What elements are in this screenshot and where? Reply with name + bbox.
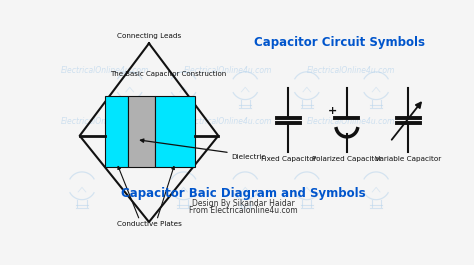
- Text: Design By Sikandar Haidar: Design By Sikandar Haidar: [191, 199, 294, 208]
- Text: Connecting Leads: Connecting Leads: [117, 33, 181, 39]
- Text: Capacitor Baic Diagram and Symbols: Capacitor Baic Diagram and Symbols: [120, 187, 365, 200]
- Text: Fixed Capacitor: Fixed Capacitor: [261, 156, 316, 162]
- Text: Capacitor Circuit Symbols: Capacitor Circuit Symbols: [254, 36, 425, 49]
- Text: From Electricalonline4u.com: From Electricalonline4u.com: [189, 206, 297, 215]
- Text: ElectricalOnline4u.com: ElectricalOnline4u.com: [307, 66, 395, 75]
- Text: ElectricalOnline4u.com: ElectricalOnline4u.com: [307, 117, 395, 126]
- Text: The Basic Capacitor Construction: The Basic Capacitor Construction: [110, 71, 226, 77]
- Text: Variable Capacitor: Variable Capacitor: [375, 156, 442, 162]
- Bar: [105, 96, 128, 166]
- Text: ElectricalOnline4u.com: ElectricalOnline4u.com: [183, 66, 272, 75]
- Text: Dielectric: Dielectric: [231, 154, 266, 160]
- Text: ElectricalOnline4u.com: ElectricalOnline4u.com: [61, 117, 149, 126]
- Text: +: +: [328, 106, 337, 116]
- Bar: [155, 96, 195, 166]
- Text: Polarized Capacitor: Polarized Capacitor: [312, 156, 382, 162]
- Text: ElectricalOnline4u.com: ElectricalOnline4u.com: [61, 66, 149, 75]
- Text: ElectricalOnline4u.com: ElectricalOnline4u.com: [183, 117, 272, 126]
- Text: Conductive Plates: Conductive Plates: [117, 220, 182, 227]
- Bar: [128, 96, 155, 166]
